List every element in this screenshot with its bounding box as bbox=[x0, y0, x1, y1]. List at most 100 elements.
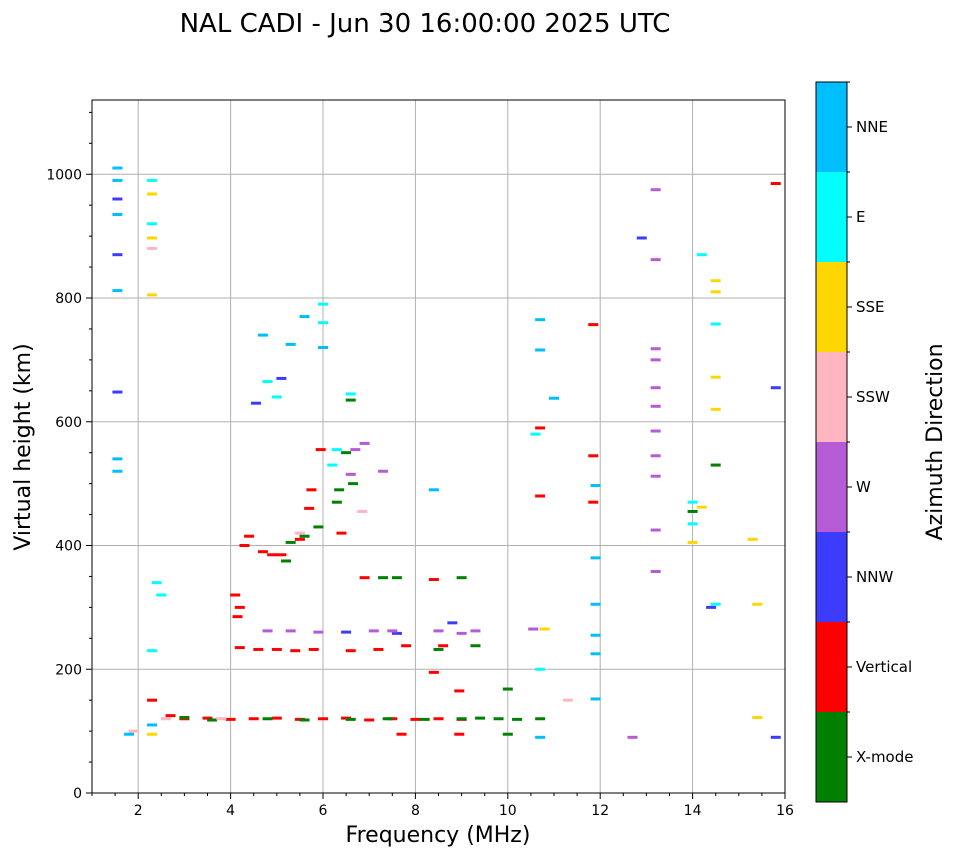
echo-point bbox=[299, 534, 310, 538]
echo-point bbox=[590, 633, 601, 637]
echo-point bbox=[304, 506, 315, 510]
echo-point bbox=[650, 258, 661, 262]
echo-point bbox=[294, 531, 305, 535]
echo-point bbox=[318, 321, 328, 325]
echo-point bbox=[470, 644, 481, 648]
echo-point bbox=[650, 386, 661, 390]
echo-point bbox=[285, 342, 296, 346]
echo-point bbox=[590, 697, 601, 701]
echo-point bbox=[112, 457, 123, 461]
echo-point bbox=[244, 534, 255, 538]
echo-point bbox=[179, 716, 190, 720]
echo-point bbox=[276, 376, 287, 380]
echo-point bbox=[147, 723, 158, 727]
echo-point bbox=[334, 488, 345, 492]
echo-point bbox=[387, 629, 398, 633]
echo-point bbox=[456, 576, 467, 580]
echo-point bbox=[248, 717, 259, 721]
echo-point bbox=[687, 522, 698, 526]
echo-point bbox=[770, 386, 781, 390]
colorbar-tick-label: NNE bbox=[856, 118, 888, 136]
echo-point bbox=[470, 629, 481, 633]
echo-point bbox=[239, 544, 250, 547]
colorbar-label: Azimuth Direction bbox=[923, 343, 948, 540]
echo-point bbox=[257, 550, 268, 554]
echo-point bbox=[327, 463, 338, 467]
echo-point bbox=[650, 347, 661, 351]
echo-point bbox=[147, 222, 158, 226]
colorbar-segment bbox=[816, 622, 847, 712]
echo-point bbox=[257, 333, 268, 337]
echo-point bbox=[590, 556, 601, 560]
x-tick-label: 14 bbox=[684, 803, 702, 819]
colorbar-frame bbox=[815, 81, 848, 803]
echo-point bbox=[216, 717, 227, 721]
echo-point bbox=[364, 718, 375, 722]
echo-point bbox=[251, 401, 262, 405]
echo-point bbox=[410, 717, 421, 721]
colorbar-tick-label: E bbox=[856, 208, 865, 226]
echo-point bbox=[345, 717, 356, 721]
echo-point bbox=[428, 670, 439, 674]
echo-point bbox=[294, 537, 305, 541]
echo-point bbox=[232, 615, 243, 619]
echo-point bbox=[253, 647, 264, 651]
chart-title: NAL CADI - Jun 30 16:00:00 2025 UTC bbox=[180, 9, 671, 39]
y-tick-label: 400 bbox=[55, 539, 82, 555]
echo-point bbox=[112, 178, 123, 182]
echo-point bbox=[147, 732, 158, 736]
x-tick-label: 10 bbox=[499, 803, 517, 819]
echo-point bbox=[378, 576, 389, 580]
colorbar-tick-label: W bbox=[856, 478, 871, 496]
echo-point bbox=[433, 647, 444, 651]
echo-point bbox=[475, 716, 486, 720]
y-tick-label: 600 bbox=[55, 415, 82, 431]
echo-point bbox=[318, 717, 328, 721]
echo-point bbox=[428, 578, 439, 582]
colorbar-segment bbox=[816, 532, 847, 622]
grid-lines bbox=[92, 100, 785, 793]
colorbar-tick-label: NNW bbox=[856, 568, 893, 586]
echo-point bbox=[710, 463, 721, 467]
y-tick-label: 1000 bbox=[46, 167, 82, 183]
echo-point bbox=[433, 629, 444, 633]
echo-point bbox=[112, 197, 123, 201]
echo-point bbox=[770, 735, 781, 739]
colorbar-segment bbox=[816, 352, 847, 442]
echo-point bbox=[770, 182, 781, 186]
echo-point bbox=[262, 629, 273, 633]
echo-point bbox=[456, 631, 467, 635]
echo-point bbox=[396, 732, 407, 736]
echo-point bbox=[299, 315, 310, 319]
echo-point bbox=[650, 358, 661, 362]
echo-point bbox=[650, 474, 661, 478]
plot-area bbox=[91, 99, 786, 794]
echo-point bbox=[493, 717, 504, 721]
echo-point bbox=[315, 448, 326, 452]
echo-point bbox=[147, 247, 158, 250]
colorbar-segment bbox=[816, 712, 847, 802]
echo-point bbox=[447, 621, 458, 625]
echo-point bbox=[147, 649, 158, 653]
echo-point bbox=[696, 253, 707, 257]
echo-point bbox=[234, 646, 245, 650]
series-nnw bbox=[112, 197, 781, 739]
echo-point bbox=[650, 569, 661, 573]
echo-point bbox=[428, 488, 439, 492]
echo-point bbox=[636, 236, 647, 240]
x-tick-label: 2 bbox=[134, 803, 143, 819]
echo-point bbox=[710, 279, 721, 283]
echo-point bbox=[590, 602, 601, 606]
echo-point bbox=[433, 717, 444, 721]
colorbar-segment bbox=[816, 82, 847, 172]
echo-point bbox=[373, 647, 384, 651]
echo-point bbox=[313, 630, 324, 634]
echo-point bbox=[345, 649, 356, 653]
x-tick-label: 12 bbox=[591, 803, 609, 819]
echo-point bbox=[262, 380, 273, 384]
x-tick-label: 4 bbox=[226, 803, 235, 819]
echo-point bbox=[285, 629, 296, 633]
echo-point bbox=[350, 448, 361, 452]
y-tick-label: 800 bbox=[55, 291, 82, 307]
echo-point bbox=[535, 494, 546, 498]
